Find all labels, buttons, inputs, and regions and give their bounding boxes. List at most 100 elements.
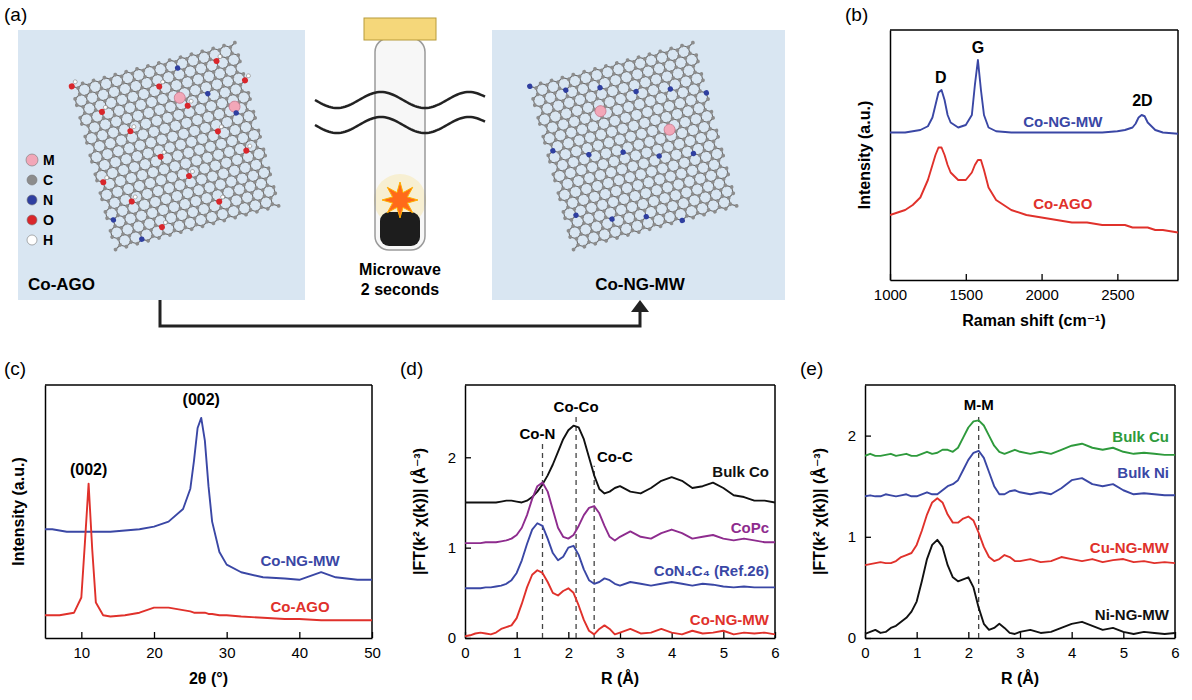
atom-c	[702, 172, 707, 177]
tick-mark	[465, 547, 471, 548]
atom-c	[631, 211, 636, 216]
atom-c	[208, 121, 213, 126]
atom-c	[620, 103, 625, 108]
atom-c	[632, 106, 637, 111]
atom-c	[248, 120, 253, 125]
atom-c	[164, 133, 169, 138]
atom-c	[112, 177, 117, 182]
tick-label: 1000	[874, 286, 907, 303]
atom-o	[214, 128, 221, 135]
panel-letter: (c)	[4, 358, 26, 379]
atom-c	[618, 73, 623, 78]
atom-h	[133, 195, 138, 200]
atom-c	[573, 166, 578, 171]
atom-c	[260, 188, 265, 193]
atom-c	[139, 149, 144, 154]
atom-c	[154, 95, 159, 100]
atom-c	[629, 181, 634, 186]
atom-c	[195, 94, 200, 99]
atom-c	[223, 178, 228, 183]
atom-c	[582, 244, 587, 249]
atom-c	[119, 74, 124, 79]
atom-c	[195, 141, 200, 146]
atom-c	[676, 159, 681, 164]
atom-c	[214, 210, 219, 215]
atom-c	[630, 228, 635, 233]
atom-c	[199, 154, 204, 159]
atom-c	[536, 115, 541, 120]
atom-c	[252, 156, 257, 161]
atom-c	[138, 231, 143, 236]
atom-c	[180, 85, 185, 90]
atom-c	[603, 128, 608, 133]
atom-c	[222, 154, 227, 159]
atom-c	[240, 112, 245, 117]
atom-c	[175, 130, 180, 135]
atom-c	[122, 215, 127, 220]
atom-c	[607, 76, 612, 81]
atom-c	[661, 62, 666, 67]
atom-c	[676, 118, 681, 123]
atom-c	[650, 65, 655, 70]
atom-c	[197, 60, 202, 65]
atom-c	[572, 183, 577, 188]
atom-c	[154, 72, 159, 77]
atom-c	[705, 201, 710, 206]
atom-c	[554, 97, 559, 102]
atom-c	[695, 211, 700, 216]
atom-c	[195, 54, 200, 59]
atom-c	[639, 108, 644, 113]
frame	[371, 385, 373, 638]
atom-c	[105, 128, 110, 133]
atom-c	[229, 203, 234, 208]
atom-c	[227, 173, 232, 178]
series-line	[890, 148, 1178, 233]
atom-c	[101, 116, 106, 121]
atom-c	[596, 231, 601, 236]
atom-c	[583, 204, 588, 209]
tick-label: 6	[771, 644, 779, 661]
atom-c	[216, 176, 221, 181]
atom-o	[157, 153, 164, 160]
atom-c	[566, 77, 571, 82]
atom-c	[117, 196, 122, 201]
atom-c	[626, 233, 631, 238]
atom-c	[115, 102, 120, 107]
atom-c	[99, 150, 104, 155]
atom-c	[664, 202, 669, 207]
atom-c	[639, 195, 644, 200]
atom-c	[177, 136, 182, 141]
atom-c	[85, 141, 90, 146]
atom-c	[726, 196, 731, 201]
atom-c	[252, 180, 257, 185]
tick-label: 5	[1120, 644, 1128, 661]
atom-c	[210, 110, 215, 115]
atom-c	[680, 43, 685, 48]
atom-c	[101, 156, 106, 161]
series-label: Co-NG-MW	[690, 611, 770, 628]
atom-c	[190, 186, 195, 191]
atom-c	[612, 72, 617, 77]
atom-c	[188, 157, 193, 162]
tick: 1	[913, 632, 921, 661]
atom-c	[619, 80, 624, 85]
atom-c	[607, 164, 612, 169]
atom-c	[608, 234, 613, 239]
atom-c	[656, 171, 661, 176]
atom-c	[567, 188, 572, 193]
atom-n	[620, 149, 627, 156]
atom-c	[200, 72, 205, 77]
atom-c	[680, 67, 685, 72]
atom-h	[160, 79, 165, 84]
frame	[865, 384, 1175, 386]
atom-c	[671, 140, 676, 145]
atom-c	[207, 98, 212, 103]
atom-c	[559, 156, 564, 161]
atom-c	[132, 77, 137, 82]
atom-c	[126, 99, 131, 104]
atom-c	[651, 175, 656, 180]
atom-c	[233, 215, 238, 220]
legend-swatch	[27, 175, 37, 185]
atom-n	[703, 90, 710, 97]
axis-title: |FT(k² χ(k))| (Å⁻³)	[410, 448, 428, 575]
